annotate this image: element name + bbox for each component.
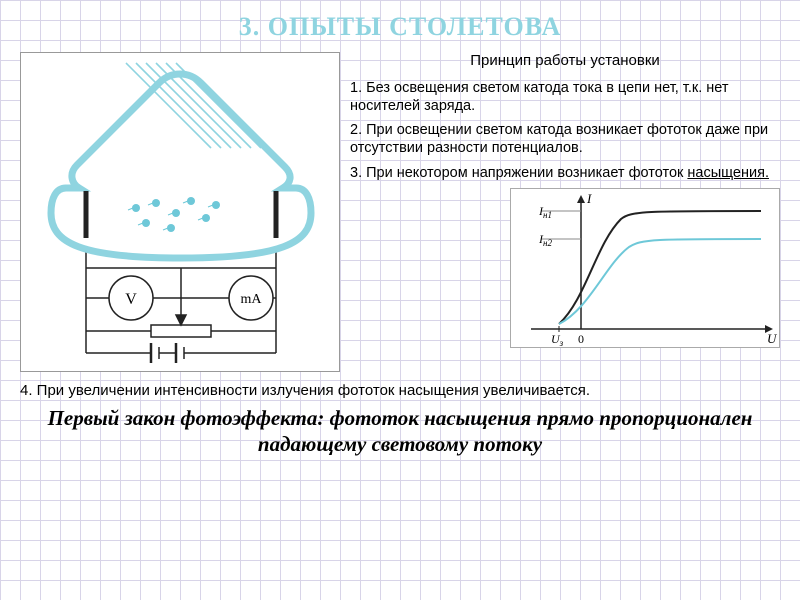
point-2: 2. При освещении светом катода возникает… [350,121,780,157]
y-axis-arrow [577,195,585,203]
iv-chart: I U 0 Iн1 Iн2 Uз [510,188,780,348]
x-label: U [767,331,778,346]
page-content: 3. ОПЫТЫ СТОЛЕТОВА [0,0,800,470]
first-law: Первый закон фотоэффекта: фототок насыще… [20,405,780,458]
page-title: 3. ОПЫТЫ СТОЛЕТОВА [20,12,780,42]
ammeter-label: mA [241,292,263,307]
right-column: Принцип работы установки 1. Без освещени… [350,52,780,372]
chart-svg: I U 0 Iн1 Iн2 Uз [511,189,781,349]
origin-label: 0 [578,332,584,346]
point-3-underline: насыщения. [687,165,769,181]
point-1: 1. Без освещения светом катода тока в це… [350,79,780,115]
apparatus-svg: V mA [21,53,341,373]
point-3-text: 3. При некотором напряжении возникает фо… [350,165,687,181]
left-column: V mA [20,52,340,372]
apparatus-diagram: V mA [20,52,340,372]
main-row: V mA Принци [20,52,780,372]
curve-1 [559,211,761,324]
curve-2 [559,239,761,324]
y-label: I [586,191,592,206]
point-4: 4. При увеличении интенсивности излучени… [20,382,780,399]
in2-label: Iн2 [538,232,552,248]
in1-label: Iн1 [538,204,552,220]
vacuum-tube [51,74,311,258]
subtitle: Принцип работы установки [350,52,780,69]
voltmeter-label: V [125,291,137,308]
point-3: 3. При некотором напряжении возникает фо… [350,164,780,182]
u3-label: Uз [551,332,564,348]
